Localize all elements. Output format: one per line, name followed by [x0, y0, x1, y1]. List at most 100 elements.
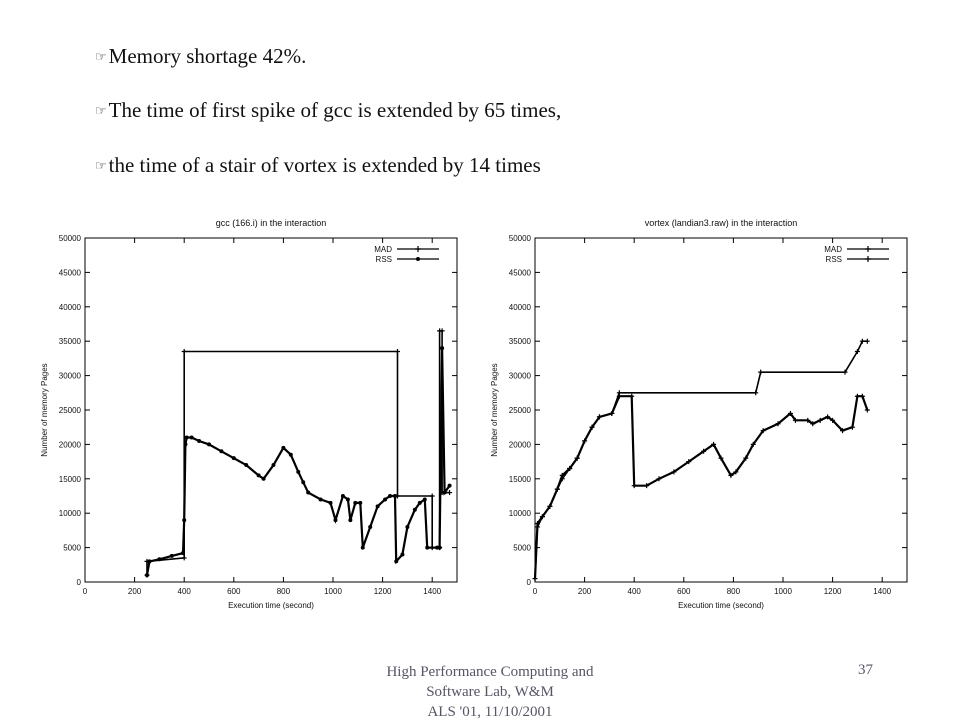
data-point [442, 490, 447, 495]
data-point [306, 490, 311, 495]
data-point [318, 497, 323, 502]
data-point [440, 346, 445, 351]
x-tick-label: 0 [83, 587, 88, 596]
data-point [547, 503, 553, 509]
data-point [559, 472, 565, 478]
data-point [345, 497, 350, 502]
data-point [760, 428, 766, 434]
data-point [656, 476, 662, 482]
data-point [182, 518, 187, 523]
data-point [328, 500, 333, 505]
data-point [701, 448, 707, 454]
y-tick-label: 0 [77, 578, 82, 587]
data-point [805, 417, 811, 423]
data-point [261, 476, 266, 481]
legend-label: MAD [374, 245, 392, 254]
legend-label: MAD [824, 245, 842, 254]
bullet-2: ☞The time of first spike of gcc is exten… [95, 98, 561, 123]
x-tick-label: 200 [128, 587, 142, 596]
y-tick-label: 40000 [59, 303, 82, 312]
data-point [743, 455, 749, 461]
y-tick-label: 10000 [59, 509, 82, 518]
data-point [609, 410, 615, 416]
data-point [388, 494, 393, 498]
data-point [256, 473, 261, 478]
data-point [219, 449, 224, 454]
x-tick-label: 600 [227, 587, 241, 596]
data-point [775, 421, 781, 427]
footer-line-1: High Performance Computing and [386, 664, 594, 680]
data-point [830, 417, 836, 423]
y-tick-label: 5000 [63, 544, 81, 553]
data-point [810, 421, 816, 427]
plot-frame [84, 237, 458, 583]
y-axis-label: Number of memory Pages [490, 363, 499, 456]
data-point [281, 445, 286, 450]
y-tick-label: 20000 [59, 440, 82, 449]
data-point [817, 417, 823, 423]
x-tick-label: 1000 [774, 587, 792, 596]
data-point [340, 494, 345, 498]
data-point [145, 573, 149, 578]
footer-line-3: ALS '01, 11/10/2001 [427, 704, 553, 720]
page-number: 37 [858, 662, 873, 678]
y-tick-label: 25000 [59, 406, 82, 415]
gcc-chart: gcc (166.i) in the interaction0500010000… [40, 218, 458, 610]
footer-lab-info: High Performance Computing and Software … [340, 662, 640, 722]
data-point [180, 551, 185, 556]
data-point [629, 393, 635, 399]
x-tick-label: 1200 [374, 587, 392, 596]
data-point [288, 452, 293, 457]
data-point [854, 349, 860, 355]
data-point [753, 390, 759, 396]
x-axis-label: Execution time (second) [228, 601, 314, 610]
data-point [348, 518, 353, 523]
data-point [368, 524, 373, 529]
data-point [787, 410, 793, 416]
data-point [849, 424, 855, 430]
data-point [207, 442, 211, 447]
legend-marker [415, 246, 421, 252]
data-point [825, 414, 831, 420]
series-line-rss [145, 348, 451, 576]
y-tick-label: 15000 [509, 475, 532, 484]
data-point [181, 349, 187, 355]
bullet-1-text: Memory shortage 42%. [108, 44, 307, 68]
vortex-chart: vortex (landian3.raw) in the interaction… [490, 218, 908, 610]
data-point [405, 524, 410, 529]
data-point [393, 494, 397, 498]
legend-marker [865, 256, 871, 262]
data-point [534, 521, 540, 527]
footer-line-2: Software Lab, W&M [426, 684, 554, 700]
y-tick-label: 35000 [59, 337, 82, 346]
x-tick-label: 1200 [824, 587, 842, 596]
data-point [439, 328, 445, 334]
data-point [353, 500, 358, 505]
data-point [574, 455, 580, 461]
legend-label: RSS [376, 255, 392, 264]
series-line-mad [534, 340, 868, 579]
y-tick-label: 15000 [59, 475, 82, 484]
data-point [711, 441, 717, 447]
pointing-hand-icon: ☞ [95, 49, 107, 64]
data-point [582, 438, 588, 444]
bullet-1: ☞Memory shortage 42%. [95, 44, 306, 69]
data-point [589, 424, 595, 430]
data-point [616, 393, 622, 399]
data-point [792, 417, 798, 423]
x-tick-label: 400 [628, 587, 642, 596]
x-tick-label: 800 [277, 587, 291, 596]
data-point [447, 490, 453, 496]
series-line-rss [533, 395, 869, 579]
data-point [854, 393, 860, 399]
y-axis-label: Number of memory Pages [40, 363, 49, 456]
data-point [671, 469, 677, 475]
x-tick-label: 1400 [423, 587, 441, 596]
data-point [644, 483, 650, 489]
y-tick-label: 10000 [509, 509, 532, 518]
data-point [840, 428, 846, 434]
y-tick-label: 30000 [59, 372, 82, 381]
data-point [631, 483, 637, 489]
legend-label: RSS [826, 255, 842, 264]
x-tick-label: 0 [533, 587, 538, 596]
